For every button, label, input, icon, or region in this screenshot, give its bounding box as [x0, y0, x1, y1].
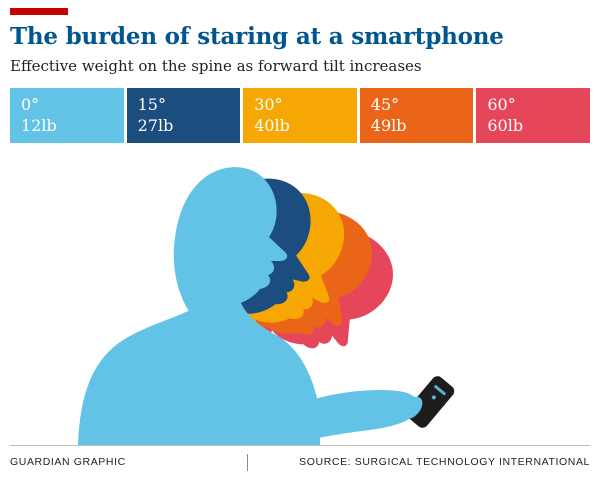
legend-weight: 27lb [137, 115, 174, 135]
legend-weight: 49lb [370, 115, 407, 135]
legend-item-45deg: 45° 49lb [359, 88, 474, 144]
footer: GUARDIAN GRAPHIC SOURCE: SURGICAL TECHNO… [10, 445, 590, 472]
legend-weight: 40lb [254, 115, 290, 135]
smartphone-screen-dot [431, 395, 436, 400]
legend-angle: 30° [254, 95, 283, 114]
legend-angle: 15° [137, 95, 166, 114]
legend-item-0deg: 0° 12lb [10, 88, 124, 144]
legend-angle: 0° [21, 95, 40, 114]
legend-angle: 45° [370, 95, 400, 114]
legend-weight: 12lb [21, 115, 57, 135]
source-attribution: SOURCE: SURGICAL TECHNOLOGY INTERNATIONA… [299, 456, 590, 469]
legend-item-15deg: 15° 27lb [126, 88, 241, 144]
page-subtitle: Effective weight on the spine as forward… [10, 57, 422, 76]
smartphone-screen-glint [434, 385, 446, 396]
legend: 0° 12lb 15° 27lb 30° 40lb 45° 49lb 60° 6… [10, 88, 590, 144]
graphic-credit: GUARDIAN GRAPHIC [10, 454, 248, 472]
legend-item-60deg: 60° 60lb [476, 88, 590, 144]
figure-illustration [78, 166, 455, 446]
person-thumb [401, 397, 423, 420]
page-title: The burden of staring at a smartphone [10, 23, 504, 50]
accent-bar [10, 8, 68, 15]
legend-weight: 60lb [487, 115, 524, 135]
person-arm [252, 390, 420, 446]
person-torso [78, 299, 320, 446]
legend-angle: 60° [487, 95, 516, 114]
smartphone-icon [405, 376, 455, 429]
smartphone-body [405, 376, 455, 429]
legend-item-30deg: 30° 40lb [243, 88, 357, 144]
